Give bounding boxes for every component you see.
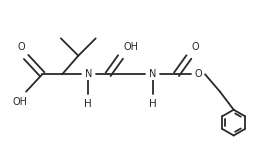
Text: O: O bbox=[17, 42, 25, 52]
Text: H: H bbox=[149, 99, 157, 109]
Text: O: O bbox=[192, 42, 199, 52]
Text: OH: OH bbox=[12, 97, 27, 107]
Text: N: N bbox=[149, 69, 157, 79]
Text: N: N bbox=[85, 69, 92, 79]
Text: OH: OH bbox=[123, 42, 139, 52]
Text: H: H bbox=[84, 99, 92, 109]
Text: O: O bbox=[194, 69, 202, 79]
